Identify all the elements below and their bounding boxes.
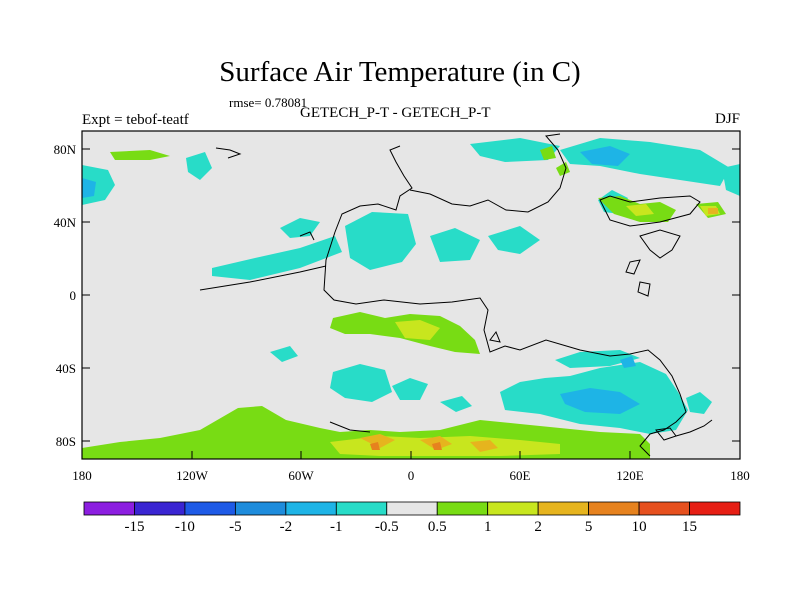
coastlines: [199, 133, 713, 457]
colorbar-swatch: [83, 501, 135, 516]
colorbar-swatch: [588, 501, 640, 516]
colorbar-swatch: [386, 501, 438, 516]
colorbar-swatch: [184, 501, 236, 516]
strong-cool-regions: [82, 146, 640, 414]
colorbar-swatch: [134, 501, 186, 516]
colorbar-label: 0.5: [428, 519, 447, 535]
very-warm-regions: [370, 442, 442, 450]
x-tick-label: 180: [730, 468, 750, 483]
colorbar-swatch: [335, 501, 388, 516]
y-tick-marks: [82, 148, 740, 442]
colorbar-swatch: [285, 501, 337, 516]
colorbar-swatch: [638, 501, 690, 516]
season-label: DJF: [714, 111, 740, 127]
x-tick-label: 60W: [288, 468, 314, 483]
colorbar-swatch: [537, 501, 590, 516]
colorbar-label: -1: [330, 519, 343, 535]
colorbar-swatch: [234, 501, 287, 516]
x-tick-label: 0: [408, 468, 415, 483]
map-panel: 80N 40N 0 40S 80S 180 120W 60W 0 60E 120…: [54, 130, 750, 483]
y-tick-label: 40S: [56, 361, 76, 376]
x-tick-label: 180: [72, 468, 92, 483]
map-subtitle: GETECH_P-T - GETECH_P-T: [300, 105, 491, 121]
colorbar-swatch: [436, 501, 489, 516]
colorbar-label: -2: [280, 519, 293, 535]
x-tick-label: 120E: [616, 468, 644, 483]
colorbar-label: -15: [124, 519, 144, 535]
colorbar-label: -5: [229, 519, 242, 535]
rmse-label: rmse= 0.78081: [229, 95, 308, 110]
colorbar-swatch: [487, 501, 539, 516]
colorbar-label: 15: [682, 519, 697, 535]
y-tick-label: 80S: [56, 434, 76, 449]
y-tick-label: 80N: [54, 142, 77, 157]
y-tick-label: 40N: [54, 215, 77, 230]
colorbar: -15 -10 -5 -2 -1 -0.5 0.5 1 2 5 10 15: [83, 501, 741, 535]
colorbar-label: 1: [484, 519, 492, 535]
y-tick-label: 0: [70, 288, 77, 303]
colorbar-label: 10: [632, 519, 647, 535]
x-tick-label: 120W: [176, 468, 209, 483]
colorbar-swatch: [689, 501, 741, 516]
colorbar-label: -10: [175, 519, 195, 535]
colorbar-label: -0.5: [375, 519, 399, 535]
colorbar-label: 2: [534, 519, 542, 535]
experiment-label: Expt = tebof-teatf: [82, 112, 189, 128]
x-tick-label: 60E: [510, 468, 531, 483]
map-title: Surface Air Temperature (in C): [219, 56, 581, 88]
colorbar-label: 5: [585, 519, 593, 535]
x-tick-marks: [81, 451, 741, 459]
